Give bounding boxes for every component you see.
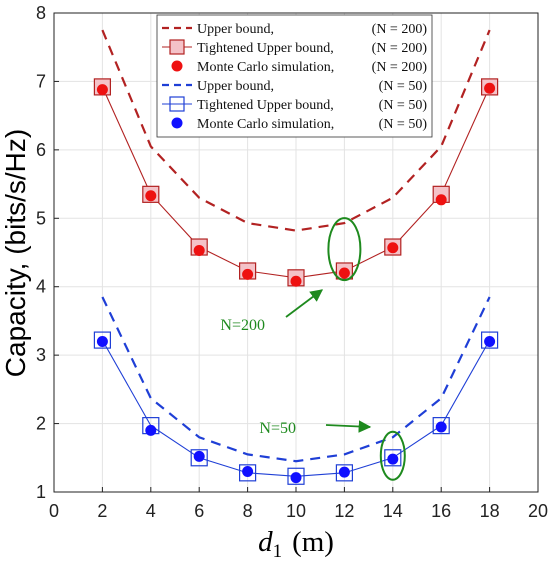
x-tick-label: 10 — [286, 501, 306, 521]
tightened-bound-marker — [287, 467, 305, 485]
legend-series-n: (N = 200) — [372, 41, 428, 56]
legend-series-name: Upper bound, — [197, 22, 274, 37]
legend-swatch-marker — [169, 96, 185, 112]
legend-swatch-marker — [169, 39, 185, 55]
monte-carlo-point — [338, 267, 350, 279]
x-tick-label: 8 — [243, 501, 253, 521]
tightened-bound-marker — [239, 464, 257, 482]
x-axis-label-sub: 1 — [273, 541, 283, 562]
legend-series-name: Monte Carlo simulation, — [197, 117, 334, 132]
y-axis-label: Capacity, (bits/s/Hz) — [0, 129, 31, 377]
monte-carlo-point — [387, 453, 399, 465]
legend: Upper bound, (N = 200)Tightened Upper bou… — [156, 14, 433, 138]
tightened-bound-marker — [384, 449, 402, 467]
annotation-arrow — [285, 289, 324, 318]
monte-carlo-point — [145, 424, 157, 436]
legend-entry-2: Tightened Upper bound, (N = 200) — [162, 39, 428, 56]
monte-carlo-point — [96, 335, 108, 347]
monte-carlo-point — [96, 84, 108, 96]
y-tick-label: 1 — [36, 482, 46, 502]
upper-bound-line — [101, 296, 491, 463]
upper-bound-line — [101, 29, 491, 232]
legend-series-n: (N = 50) — [379, 79, 428, 94]
series-1 — [101, 29, 491, 232]
annotations: N=200 N=50 — [220, 217, 406, 481]
x-tick-label: 20 — [528, 501, 548, 521]
annotation-n200: N=200 — [220, 217, 362, 334]
annotation-ellipse — [327, 217, 362, 282]
x-axis-label: d1 (m) — [258, 526, 334, 562]
legend-box — [156, 14, 433, 138]
annotation-label: N=200 — [220, 317, 265, 334]
legend-entry-4: Upper bound, (N = 50) — [162, 79, 427, 94]
legend-series-name: Monte Carlo simulation, — [197, 60, 334, 75]
monte-carlo-point — [484, 82, 496, 94]
legend-swatch — [171, 60, 183, 72]
x-tick-label: 2 — [97, 501, 107, 521]
x-tick-label: 12 — [334, 501, 354, 521]
legend-series-name: Tightened Upper bound, — [197, 41, 334, 56]
legend-entry-3: Monte Carlo simulation, (N = 200) — [171, 60, 428, 75]
legend-series-n: (N = 200) — [372, 60, 428, 75]
legend-series-name: Upper bound, — [197, 79, 274, 94]
legend-entry-1: Upper bound, (N = 200) — [162, 22, 427, 37]
x-axis-label-main: d — [258, 526, 273, 558]
monte-carlo-point — [290, 275, 302, 287]
tightened-bound-marker — [93, 331, 112, 349]
legend-entry-5: Tightened Upper bound, (N = 50) — [162, 96, 428, 113]
legend-series-n: (N = 50) — [379, 98, 428, 113]
x-tick-label: 0 — [49, 501, 59, 521]
x-tick-label: 18 — [480, 501, 500, 521]
monte-carlo-point — [338, 466, 350, 478]
series-3 — [96, 82, 496, 287]
monte-carlo-point — [193, 244, 205, 256]
monte-carlo-point — [484, 335, 496, 347]
x-tick-label: 14 — [383, 501, 403, 521]
series-6 — [96, 335, 496, 484]
y-tick-label: 6 — [36, 140, 46, 160]
legend-series-name: Tightened Upper bound, — [197, 98, 334, 113]
annotation-n50: N=50 — [259, 420, 406, 481]
monte-carlo-point — [193, 450, 205, 462]
monte-carlo-point — [435, 421, 447, 433]
annotation-ellipse — [379, 430, 406, 481]
y-tick-label: 4 — [36, 277, 46, 297]
x-axis-label-unit: (m) — [292, 526, 334, 558]
legend-entry-6: Monte Carlo simulation, (N = 50) — [171, 117, 428, 132]
x-tick-label: 16 — [431, 501, 451, 521]
monte-carlo-point — [387, 242, 399, 254]
series-4 — [101, 296, 491, 463]
monte-carlo-point — [242, 268, 254, 280]
annotation-label: N=50 — [259, 420, 296, 437]
y-tick-label: 3 — [36, 345, 46, 365]
monte-carlo-point — [145, 190, 157, 202]
monte-carlo-point — [242, 465, 254, 477]
legend-swatch — [171, 117, 183, 129]
y-tick-label: 5 — [36, 208, 46, 228]
tightened-bound-marker — [335, 464, 353, 482]
tightened-bound-marker — [432, 417, 450, 435]
legend-series-n: (N = 50) — [379, 117, 428, 132]
monte-carlo-point — [435, 194, 447, 206]
x-tick-label: 6 — [194, 501, 204, 521]
axes-frame — [53, 12, 539, 493]
legend-series-n: (N = 200) — [372, 22, 428, 37]
x-tick-label: 4 — [146, 501, 156, 521]
annotation-arrow — [325, 420, 372, 433]
y-tick-label: 7 — [36, 71, 46, 91]
y-tick-label: 2 — [36, 414, 46, 434]
y-tick-label: 8 — [36, 3, 46, 23]
series-layer — [93, 29, 499, 485]
monte-carlo-point — [290, 472, 302, 484]
tightened-bound-marker — [190, 449, 208, 467]
tightened-bound-marker — [481, 331, 499, 349]
